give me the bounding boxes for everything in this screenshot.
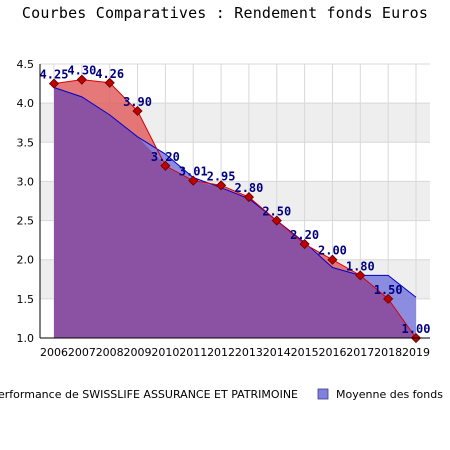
data-labels: 4.254.304.26 3.90 3.203.012.952.80 2.50 2.20… bbox=[40, 64, 431, 336]
x-tick-label: 2009 bbox=[124, 346, 152, 359]
x-tick-label: 2008 bbox=[96, 346, 124, 359]
legend-entry-series-2: Moyenne des fonds bbox=[336, 388, 443, 401]
data-label: 3.20 bbox=[151, 150, 180, 164]
data-label: 1.80 bbox=[346, 259, 375, 273]
legend-entry-series-1: Performance de SWISSLIFE ASSURANCE ET PA… bbox=[0, 388, 298, 401]
x-tick-label: 2007 bbox=[68, 346, 96, 359]
x-tick-label: 2012 bbox=[207, 346, 235, 359]
y-tick-label: 3.0 bbox=[17, 175, 35, 188]
data-point-marker bbox=[48, 78, 60, 89]
data-point-marker bbox=[299, 238, 310, 250]
data-point-marker bbox=[216, 180, 227, 191]
y-tick-label: 2.5 bbox=[17, 215, 35, 228]
x-tick-label: 2006 bbox=[40, 346, 68, 359]
line-series-1 bbox=[53, 79, 417, 339]
x-tick-label: 2015 bbox=[291, 346, 319, 359]
data-point-marker bbox=[160, 160, 171, 171]
axes: 1.0 1.5 2.0 2.5 3.0 3.5 4.0 4.5 2006 2007 2008 2009… bbox=[17, 58, 430, 359]
data-label: 2.80 bbox=[234, 181, 263, 195]
y-tick-label: 2.0 bbox=[17, 254, 35, 267]
data-label: 4.30 bbox=[67, 64, 96, 78]
data-label: 1.50 bbox=[374, 283, 403, 297]
y-tick-label: 4.5 bbox=[17, 58, 35, 71]
data-label: 4.25 bbox=[40, 68, 69, 82]
x-tick-label: 2010 bbox=[151, 346, 179, 359]
x-tick-label: 2018 bbox=[374, 346, 402, 359]
area-overlap bbox=[54, 87, 416, 338]
chart-title: Courbes Comparatives : Rendement fonds E… bbox=[21, 4, 429, 22]
data-label: 2.95 bbox=[207, 169, 236, 183]
data-point-marker bbox=[383, 293, 394, 304]
x-tick-label: 2013 bbox=[235, 346, 263, 359]
data-point-marker bbox=[271, 215, 282, 226]
x-tick-label: 2019 bbox=[402, 346, 430, 359]
data-label: 3.90 bbox=[123, 95, 152, 109]
x-tick-label: 2017 bbox=[346, 346, 374, 359]
data-label: 4.26 bbox=[95, 67, 124, 81]
y-tick-label: 4.0 bbox=[17, 97, 35, 110]
data-label: 2.50 bbox=[262, 205, 291, 219]
x-tick-label: 2014 bbox=[263, 346, 291, 359]
x-tick-label: 2016 bbox=[318, 346, 346, 359]
y-tick-label: 1.5 bbox=[17, 293, 35, 306]
y-tick-label: 1.0 bbox=[17, 332, 35, 345]
data-point-marker bbox=[76, 74, 87, 85]
series-lines bbox=[53, 79, 417, 339]
data-markers bbox=[48, 74, 422, 344]
data-label: 2.00 bbox=[318, 244, 347, 258]
data-point-marker bbox=[188, 175, 199, 186]
legend-swatch-series-2 bbox=[317, 388, 329, 400]
data-point-marker bbox=[327, 254, 338, 265]
y-tick-label: 3.5 bbox=[17, 136, 35, 149]
x-tick-label: 2011 bbox=[179, 346, 207, 359]
data-point-marker bbox=[132, 105, 143, 117]
line-series-2 bbox=[53, 87, 417, 298]
data-point-marker bbox=[104, 77, 115, 88]
legend: Performance de SWISSLIFE ASSURANCE ET PA… bbox=[0, 388, 443, 401]
data-point-marker bbox=[243, 192, 254, 203]
area-group bbox=[54, 79, 416, 338]
data-label: 3.01 bbox=[179, 165, 208, 179]
area-series bbox=[54, 79, 416, 338]
data-point-marker bbox=[355, 270, 366, 281]
data-label: 1.00 bbox=[402, 322, 431, 336]
data-label: 2.20 bbox=[290, 228, 319, 242]
